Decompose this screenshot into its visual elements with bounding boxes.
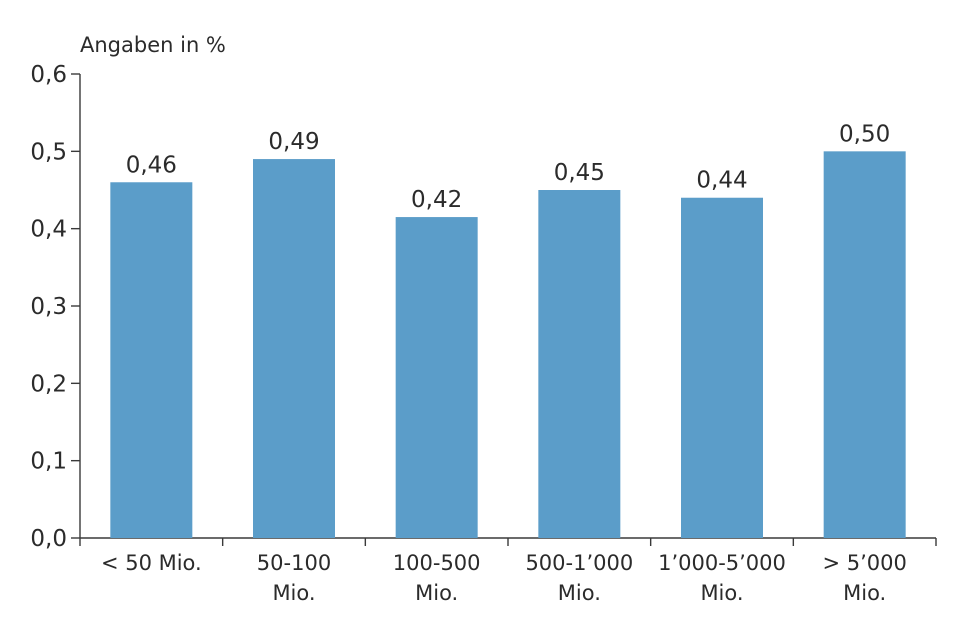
x-tick-label-line: Mio. (558, 581, 601, 605)
x-tick-label-line: 50-100 (257, 551, 331, 575)
y-tick-label: 0,5 (30, 139, 67, 165)
y-axis: 0,0 0,1 0,2 0,3 0,4 0,5 0,6 (30, 62, 81, 552)
bar (538, 190, 621, 538)
x-tick-label: 1’000-5’000 Mio. (658, 551, 786, 605)
unit-label: Angaben in % (80, 33, 226, 57)
value-labels: 0,46 0,49 0,42 0,45 0,44 0,50 (126, 121, 891, 213)
data-label: 0,49 (268, 129, 319, 155)
bars (110, 151, 906, 539)
data-label: 0,45 (554, 160, 605, 186)
x-tick-label: 50-100 Mio. (257, 551, 331, 605)
y-tick-label: 0,1 (30, 449, 67, 475)
data-label: 0,50 (839, 121, 890, 147)
data-label: 0,44 (696, 168, 747, 194)
x-tick-label: 500-1’000 Mio. (525, 551, 633, 605)
y-tick-label: 0,4 (30, 217, 67, 243)
y-tick-label: 0,2 (30, 371, 67, 397)
y-tick-label: 0,0 (30, 526, 67, 552)
x-tick-label: 100-500 Mio. (393, 551, 481, 605)
bar (681, 197, 763, 538)
x-tick-label-line: 100-500 (393, 551, 481, 575)
x-tick-label-line: Mio. (415, 581, 458, 605)
x-tick-label-line: Mio. (272, 581, 315, 605)
bar (253, 159, 335, 539)
bar (110, 182, 193, 538)
y-tick-label: 0,6 (30, 62, 67, 88)
y-tick-label: 0,3 (30, 294, 67, 320)
bar (823, 151, 906, 539)
x-tick-label-line: < 50 Mio. (101, 551, 202, 575)
x-tick-label: > 5’000 Mio. (822, 551, 906, 605)
data-label: 0,46 (126, 152, 177, 178)
x-tick-label-line: Mio. (843, 581, 886, 605)
x-tick-label-line: > 5’000 (822, 551, 906, 575)
x-axis: < 50 Mio. 50-100 Mio. 100-500 Mio. 500-1’000 M… (79, 537, 937, 605)
bar (395, 217, 478, 539)
x-tick-label-line: Mio. (700, 581, 743, 605)
x-tick-label-line: 1’000-5’000 (658, 551, 786, 575)
data-label: 0,42 (411, 187, 462, 213)
x-tick-label: < 50 Mio. (101, 551, 202, 575)
x-tick-label-line: 500-1’000 (525, 551, 633, 575)
